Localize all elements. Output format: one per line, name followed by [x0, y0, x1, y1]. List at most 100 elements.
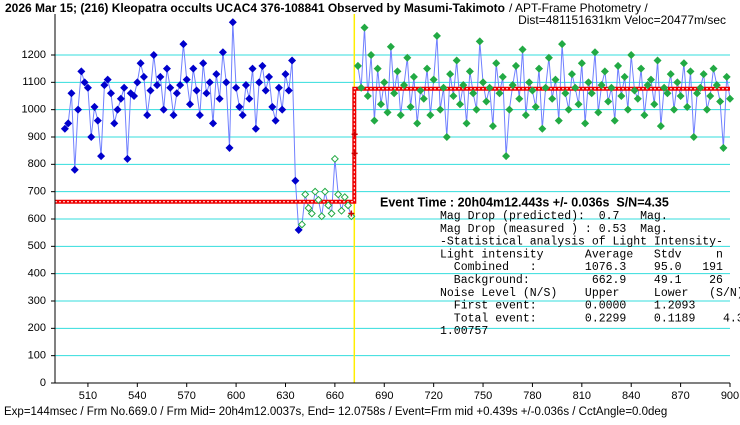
point	[423, 64, 432, 73]
point	[584, 78, 593, 87]
point	[60, 124, 69, 133]
point	[218, 48, 227, 57]
point	[314, 195, 323, 204]
point	[571, 83, 580, 92]
point	[455, 100, 465, 109]
info-line: Mag Drop (measured ) : 0.53 Mag.	[440, 223, 668, 236]
point	[294, 225, 303, 234]
point	[166, 83, 175, 92]
point	[518, 45, 527, 54]
point	[426, 111, 435, 120]
point	[288, 56, 297, 65]
point	[472, 105, 481, 114]
point	[146, 86, 155, 95]
point	[192, 86, 201, 95]
point	[683, 102, 692, 111]
point	[162, 64, 171, 73]
y-tick-label: 1200	[22, 49, 46, 61]
point	[340, 193, 349, 202]
point	[83, 83, 92, 92]
point	[446, 70, 455, 79]
point	[327, 209, 336, 218]
point	[660, 83, 669, 92]
point	[640, 111, 649, 120]
point	[610, 116, 619, 125]
point	[538, 124, 547, 133]
point	[393, 67, 402, 76]
point	[663, 89, 672, 98]
point	[656, 122, 665, 131]
point	[492, 59, 501, 68]
point	[97, 152, 106, 161]
point	[475, 37, 484, 46]
point	[334, 190, 343, 199]
point	[479, 78, 488, 87]
point	[351, 150, 358, 157]
point	[373, 64, 382, 73]
point	[558, 40, 567, 49]
point	[330, 154, 339, 163]
point	[189, 64, 198, 73]
point	[113, 105, 122, 114]
point	[120, 83, 129, 92]
x-tick-label: 600	[227, 390, 245, 402]
point	[77, 67, 86, 76]
point	[696, 83, 705, 92]
point	[449, 91, 458, 101]
point	[432, 31, 441, 40]
point	[594, 108, 603, 117]
point	[143, 111, 152, 120]
point	[482, 97, 491, 106]
point	[337, 206, 346, 215]
x-tick-label: 750	[474, 390, 492, 402]
point	[406, 102, 415, 111]
point	[367, 50, 376, 60]
point	[676, 91, 685, 101]
point	[495, 89, 504, 98]
point	[630, 86, 639, 95]
point	[202, 89, 211, 98]
point	[225, 143, 234, 152]
point	[348, 210, 355, 217]
point	[351, 131, 358, 138]
point	[581, 119, 590, 128]
point	[258, 61, 267, 70]
point	[255, 78, 264, 87]
point	[301, 190, 310, 199]
point	[469, 89, 478, 98]
point	[317, 212, 326, 221]
point	[228, 18, 237, 27]
point	[436, 105, 445, 114]
info-line: Mag Drop (predicted): 0.7 Mag.	[440, 210, 668, 223]
point	[403, 53, 412, 62]
info-line: First event: 0.0000 1.2093	[440, 300, 695, 313]
point	[380, 78, 389, 87]
point	[390, 89, 399, 98]
x-tick-label: 870	[671, 390, 689, 402]
footer: Exp=144msec / Frm No.669.0 / Frm Mid= 20…	[4, 406, 667, 418]
point	[360, 23, 369, 32]
point	[222, 78, 231, 87]
point	[607, 83, 616, 92]
point	[70, 165, 79, 174]
y-tick-label: 1100	[22, 76, 46, 88]
point	[281, 70, 290, 79]
point	[67, 89, 76, 98]
point	[488, 122, 497, 131]
point	[130, 91, 139, 101]
y-tick-label: 200	[28, 322, 46, 334]
point	[205, 78, 214, 87]
y-tick-label: 400	[28, 268, 46, 280]
point	[139, 72, 148, 81]
point	[646, 75, 655, 84]
point	[159, 105, 168, 114]
point	[686, 67, 695, 76]
point	[179, 40, 188, 49]
point	[567, 70, 576, 79]
point	[597, 81, 606, 90]
point	[725, 94, 735, 103]
point	[383, 108, 392, 117]
info-line: 1.00757	[440, 325, 488, 338]
point	[614, 61, 623, 70]
chart-subtitle: / APT-Frame Photometry /	[509, 1, 648, 15]
